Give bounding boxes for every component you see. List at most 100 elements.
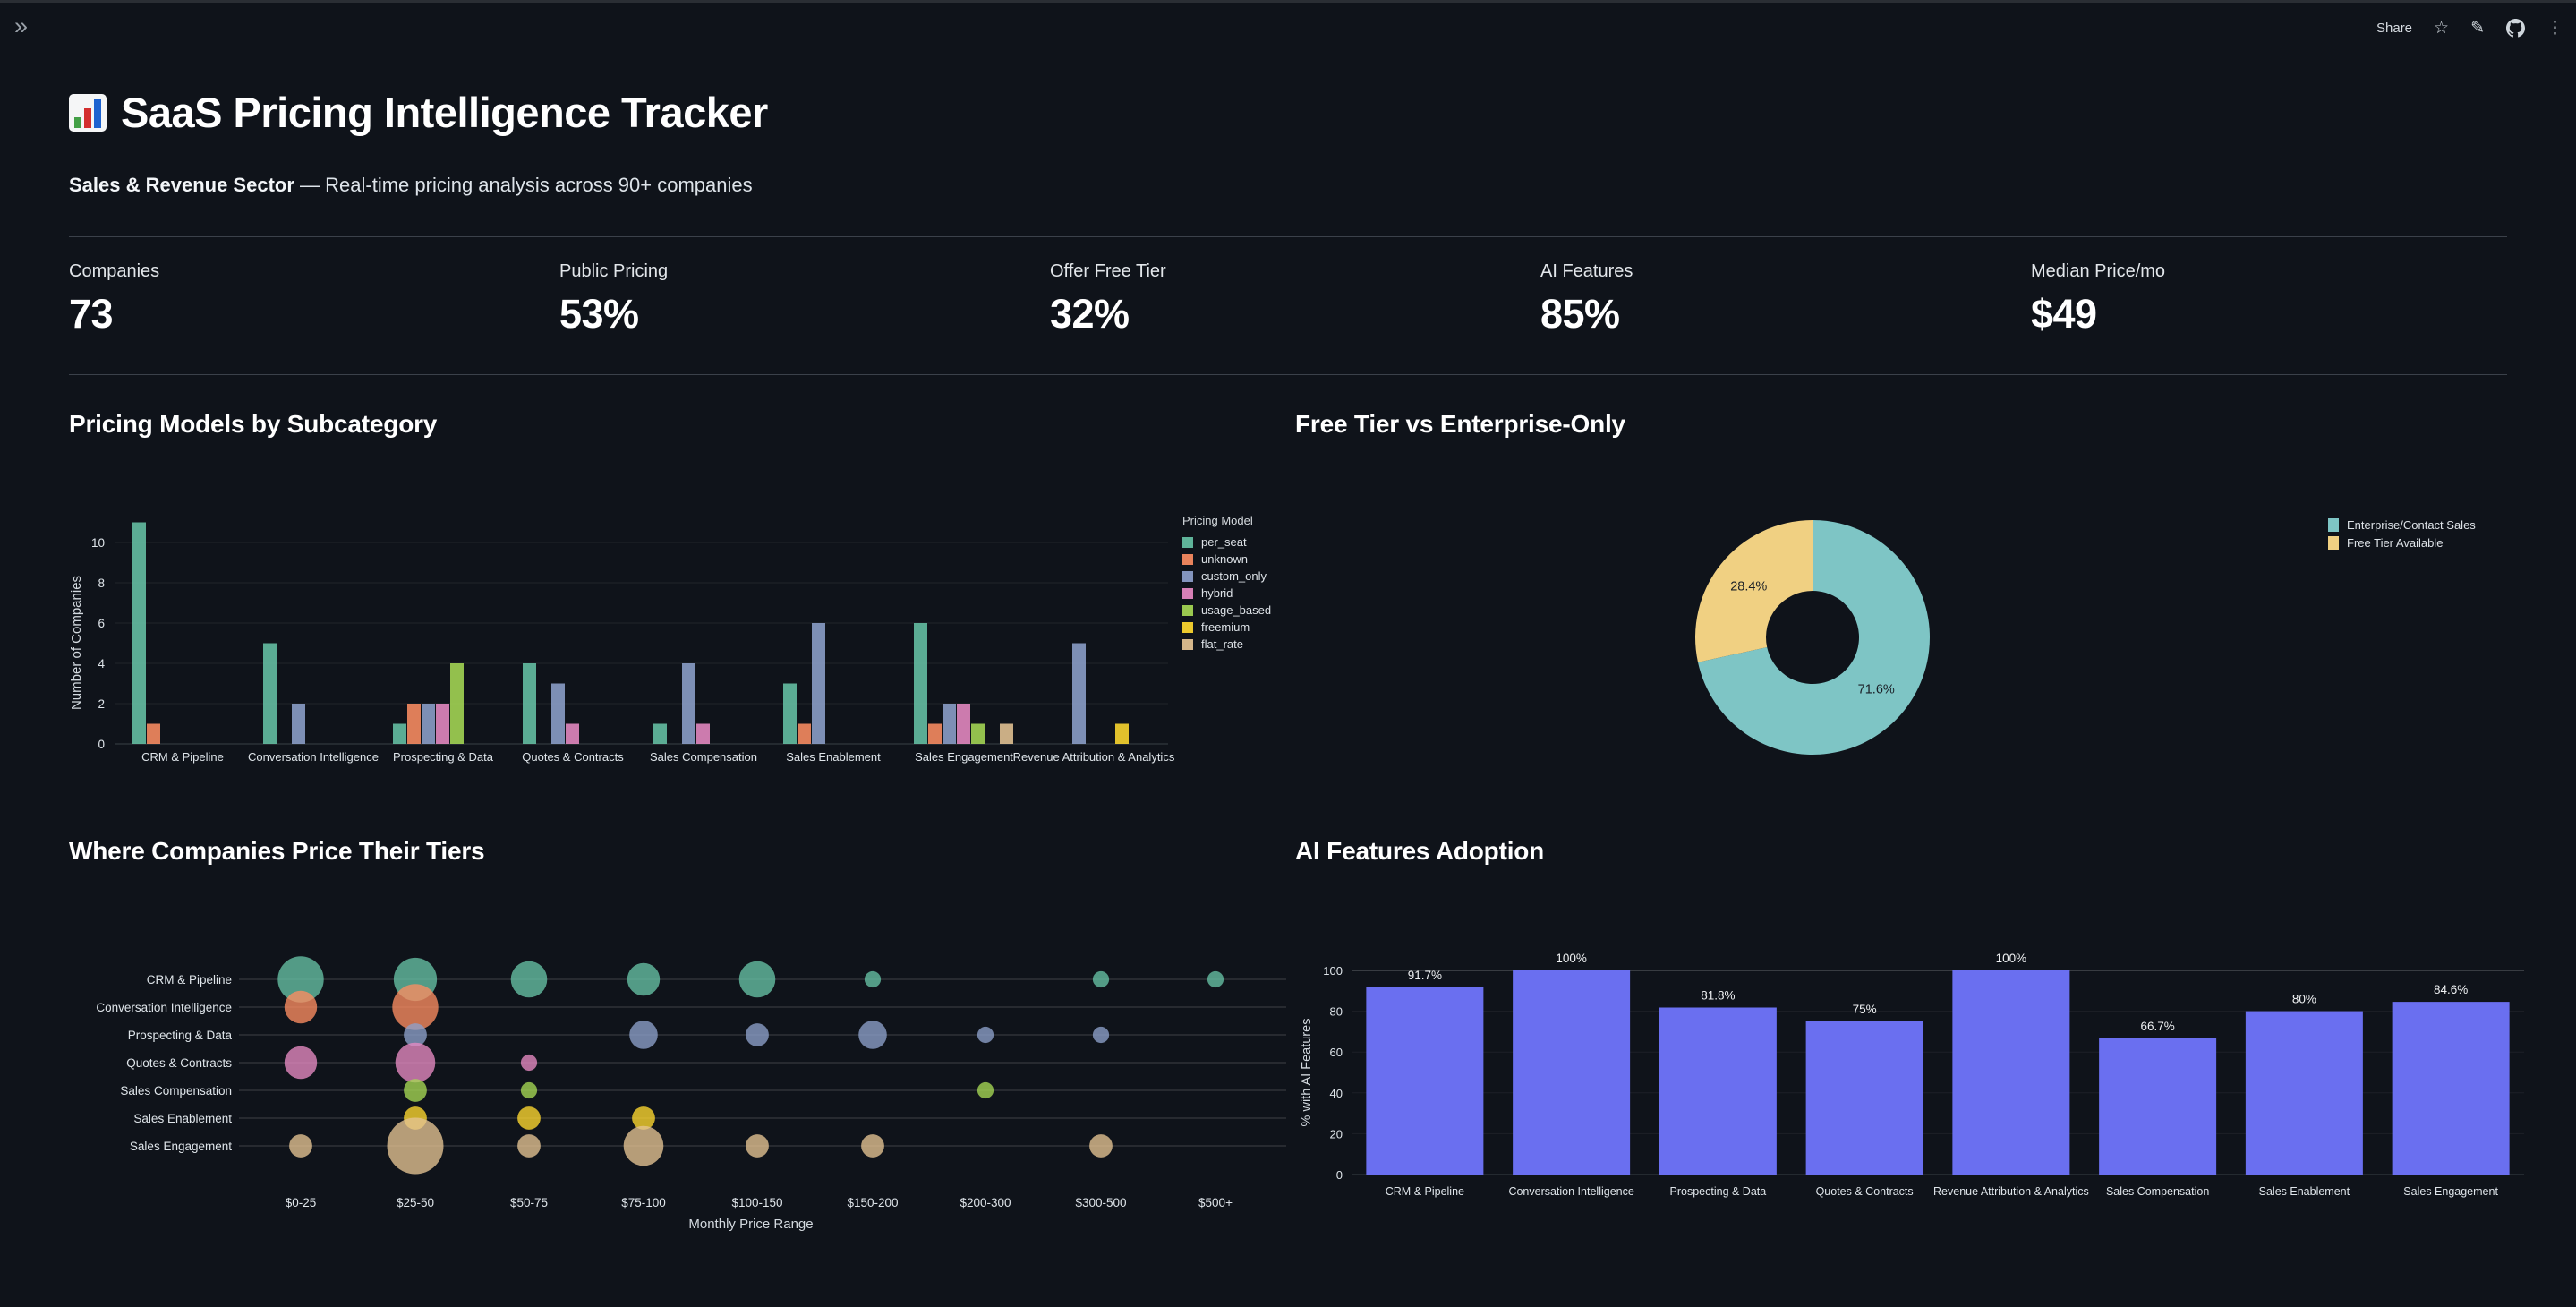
bar-per_seat[interactable] xyxy=(263,643,277,745)
bubble-sales-engagement[interactable] xyxy=(861,1134,884,1158)
bar-usage_based[interactable] xyxy=(450,663,464,744)
x-tick-label: Sales Engagement xyxy=(2403,1185,2498,1198)
slice-pct-label: 71.6% xyxy=(1858,682,1895,696)
bar-value-label: 75% xyxy=(1853,1003,1877,1016)
bubble-conversation-intelligence[interactable] xyxy=(284,990,318,1024)
bubble-sales-compensation[interactable] xyxy=(404,1079,427,1102)
legend-item-free-tier-available[interactable]: Free Tier Available xyxy=(2328,534,2476,551)
bar-usage_based[interactable] xyxy=(971,723,985,745)
bar-per_seat[interactable] xyxy=(653,723,667,745)
bar-custom_only[interactable] xyxy=(551,683,565,745)
kpi-label: Offer Free Tier xyxy=(1050,261,1166,281)
pie-slice-enterprise-contact-sales[interactable] xyxy=(1697,520,1930,755)
sidebar-expand-button[interactable]: » xyxy=(14,13,29,39)
section-title-free-tier: Free Tier vs Enterprise-Only xyxy=(1295,410,1625,438)
pie-slice-free-tier-available[interactable] xyxy=(1695,520,1813,662)
bar-per_seat[interactable] xyxy=(393,723,406,745)
bar-sales-enablement[interactable] xyxy=(2245,1011,2363,1175)
y-tick-label: Quotes & Contracts xyxy=(126,1056,232,1070)
bar-sales-engagement[interactable] xyxy=(2392,1002,2510,1175)
bubble-chart-tier-pricing[interactable]: CRM & Pipeline Conversation Intelligence P… xyxy=(69,922,1313,1244)
bubble-sales-enablement[interactable] xyxy=(517,1106,541,1130)
bar-custom_only[interactable] xyxy=(1072,643,1086,745)
bar-freemium[interactable] xyxy=(1115,723,1129,745)
bubble-crm-pipeline[interactable] xyxy=(627,962,661,996)
bubble-sales-engagement[interactable] xyxy=(387,1117,444,1175)
y-axis-label: Number of Companies xyxy=(69,576,84,710)
bar-sales-compensation[interactable] xyxy=(2099,1038,2217,1175)
star-button[interactable]: ☆ xyxy=(2434,18,2449,38)
legend-item-usage_based[interactable]: usage_based xyxy=(1182,602,1271,619)
bar-custom_only[interactable] xyxy=(812,623,825,744)
bar-hybrid[interactable] xyxy=(436,704,449,744)
window-top-edge xyxy=(0,0,2576,3)
page-title: SaaS Pricing Intelligence Tracker xyxy=(67,88,768,137)
bubble-conversation-intelligence[interactable] xyxy=(392,984,439,1030)
legend-item-unknown[interactable]: unknown xyxy=(1182,551,1271,568)
donut-chart-free-tier[interactable]: 71.6% 28.4% xyxy=(1295,483,2576,797)
legend-swatch xyxy=(1182,621,1193,633)
bar-unknown[interactable] xyxy=(798,723,811,745)
legend-item-hybrid[interactable]: hybrid xyxy=(1182,585,1271,602)
github-button[interactable] xyxy=(2506,18,2525,38)
bubble-crm-pipeline[interactable] xyxy=(277,956,324,1003)
bar-custom_only[interactable] xyxy=(943,704,956,744)
legend-item-freemium[interactable]: freemium xyxy=(1182,619,1271,636)
bubble-crm-pipeline[interactable] xyxy=(738,961,776,998)
edit-button[interactable]: ✎ xyxy=(2470,18,2485,38)
bubble-sales-engagement[interactable] xyxy=(623,1125,664,1166)
bar-hybrid[interactable] xyxy=(957,704,970,744)
y-tick-label: 0 xyxy=(98,738,105,751)
bar-custom_only[interactable] xyxy=(422,704,435,744)
grouped-bar-chart-pricing-models[interactable]: 0 2 4 6 8 10 CRM & Pipeline Conversation Intell… xyxy=(69,488,1224,774)
bar-per_seat[interactable] xyxy=(914,623,927,744)
bar-chart-ai-adoption[interactable]: 0 20 40 60 80 100 91.7% CRM & Pipeline 100% Conve… xyxy=(1295,944,2576,1222)
bubble-prospecting-data[interactable] xyxy=(746,1023,769,1046)
bar-hybrid[interactable] xyxy=(696,723,710,745)
bubble-quotes-contracts[interactable] xyxy=(284,1046,318,1080)
more-menu-button[interactable]: ⋮ xyxy=(2546,18,2563,38)
bubble-crm-pipeline[interactable] xyxy=(1207,970,1224,988)
bar-custom_only[interactable] xyxy=(682,663,695,744)
bubble-sales-engagement[interactable] xyxy=(289,1134,312,1158)
bar-quotes-contracts[interactable] xyxy=(1805,1021,1923,1175)
legend-item-flat_rate[interactable]: flat_rate xyxy=(1182,636,1271,653)
bubble-prospecting-data[interactable] xyxy=(1092,1026,1110,1044)
legend-item-per_seat[interactable]: per_seat xyxy=(1182,534,1271,551)
bubble-sales-compensation[interactable] xyxy=(977,1081,994,1099)
bar-per_seat[interactable] xyxy=(783,683,797,745)
bubble-prospecting-data[interactable] xyxy=(858,1021,887,1049)
bubble-prospecting-data[interactable] xyxy=(629,1021,658,1049)
bar-unknown[interactable] xyxy=(147,723,160,745)
bar-flat_rate[interactable] xyxy=(1000,723,1013,745)
bubble-quotes-contracts[interactable] xyxy=(520,1054,538,1072)
bar-prospecting-data[interactable] xyxy=(1659,1007,1777,1175)
bar-per_seat[interactable] xyxy=(132,522,146,745)
bubble-prospecting-data[interactable] xyxy=(404,1023,427,1046)
bubble-crm-pipeline[interactable] xyxy=(864,970,882,988)
legend-label: custom_only xyxy=(1201,569,1267,583)
legend-item-enterprise-contact-sales[interactable]: Enterprise/Contact Sales xyxy=(2328,516,2476,534)
share-button[interactable]: Share xyxy=(2376,20,2413,36)
bar-value-label: 91.7% xyxy=(1408,969,1442,982)
bubble-sales-engagement[interactable] xyxy=(746,1134,769,1158)
bubble-crm-pipeline[interactable] xyxy=(510,961,548,998)
bar-unknown[interactable] xyxy=(407,704,421,744)
bar-conversation-intelligence[interactable] xyxy=(1513,970,1631,1175)
bubble-quotes-contracts[interactable] xyxy=(395,1042,436,1083)
bubble-prospecting-data[interactable] xyxy=(977,1026,994,1044)
bubble-sales-engagement[interactable] xyxy=(517,1134,541,1158)
bar-unknown[interactable] xyxy=(928,723,942,745)
bar-per_seat[interactable] xyxy=(523,663,536,744)
bar-revenue-attribution-analytics[interactable] xyxy=(1952,970,2070,1175)
bar-hybrid[interactable] xyxy=(566,723,579,745)
pencil-icon: ✎ xyxy=(2470,18,2485,38)
bubble-sales-engagement[interactable] xyxy=(1089,1134,1113,1158)
bar-crm-pipeline[interactable] xyxy=(1366,987,1484,1175)
bar-custom_only[interactable] xyxy=(292,704,305,744)
bubble-sales-enablement[interactable] xyxy=(632,1106,655,1130)
bubble-sales-compensation[interactable] xyxy=(520,1081,538,1099)
legend-item-custom_only[interactable]: custom_only xyxy=(1182,568,1271,585)
bubble-crm-pipeline[interactable] xyxy=(1092,970,1110,988)
kpi-label: Public Pricing xyxy=(559,261,669,281)
